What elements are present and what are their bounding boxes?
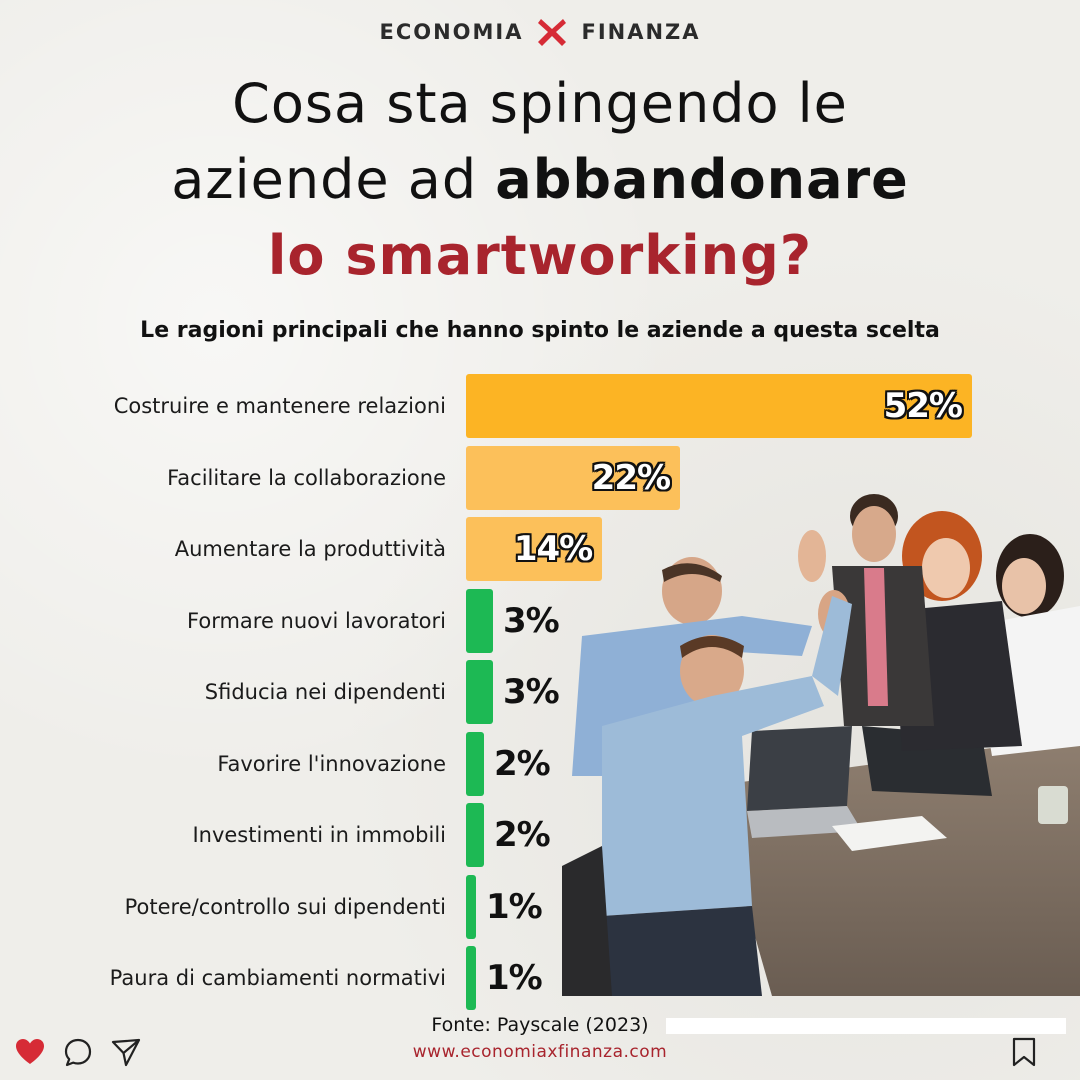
value-label: 2% <box>494 743 551 784</box>
white-strip <box>666 1018 1066 1034</box>
brand-logo: ECONOMIA FINANZA <box>0 14 1080 50</box>
bar <box>466 731 484 796</box>
bar-label: Favorire l'innovazione <box>217 751 446 776</box>
social-actions <box>14 1036 142 1068</box>
value-label: 14% <box>513 529 593 569</box>
value-label: 22% <box>591 457 671 498</box>
title-line-2-regular: aziende ad <box>171 148 496 211</box>
comment-icon[interactable] <box>62 1036 94 1068</box>
value-label: 52% <box>883 386 963 426</box>
source-text: Fonte: Payscale (2023) <box>431 1014 649 1036</box>
title-line-3: lo smartworking? <box>267 224 813 287</box>
bar-label: Potere/controllo sui dipendenti <box>124 894 446 919</box>
bar-label: Costruire e mantenere relazioni <box>113 394 446 418</box>
value-label: 1% <box>486 958 543 998</box>
bar-label: Paura di cambiamenti normativi <box>109 966 446 990</box>
value-label: 1% <box>486 886 543 927</box>
bar <box>466 445 681 510</box>
x-logo-icon <box>538 19 567 46</box>
bar <box>466 874 476 939</box>
bar <box>466 517 603 581</box>
brand-right: FINANZA <box>581 20 701 44</box>
bar-label: Facilitare la collaborazione <box>167 465 446 490</box>
bar-label: Investimenti in immobili <box>192 823 446 847</box>
share-icon[interactable] <box>110 1036 142 1068</box>
value-label: 3% <box>503 600 560 641</box>
title-line-2-bold: abbandonare <box>495 148 909 211</box>
website-url[interactable]: www.economiaxfinanza.com <box>412 1042 668 1062</box>
bar <box>466 374 972 438</box>
bookmark-icon[interactable] <box>1008 1036 1040 1068</box>
team-high-five-photo <box>562 486 1080 996</box>
page-title: Cosa sta spingendo le aziende ad abbando… <box>0 66 1080 294</box>
bar <box>466 803 484 867</box>
bar-label: Sfiducia nei dipendenti <box>204 680 446 704</box>
heart-icon[interactable] <box>14 1036 46 1068</box>
bar <box>466 588 493 653</box>
bar <box>466 946 476 1010</box>
title-line-1: Cosa sta spingendo le <box>232 72 848 135</box>
chart-subtitle: Le ragioni principali che hanno spinto l… <box>140 318 940 343</box>
value-label: 2% <box>494 815 551 855</box>
bar-label: Aumentare la produttività <box>174 537 446 561</box>
title-line-2: aziende ad abbandonare <box>0 142 1080 218</box>
bar-label: Formare nuovi lavoratori <box>187 608 446 633</box>
brand-left: ECONOMIA <box>379 20 524 44</box>
value-label: 3% <box>503 672 560 712</box>
bar <box>466 660 493 724</box>
